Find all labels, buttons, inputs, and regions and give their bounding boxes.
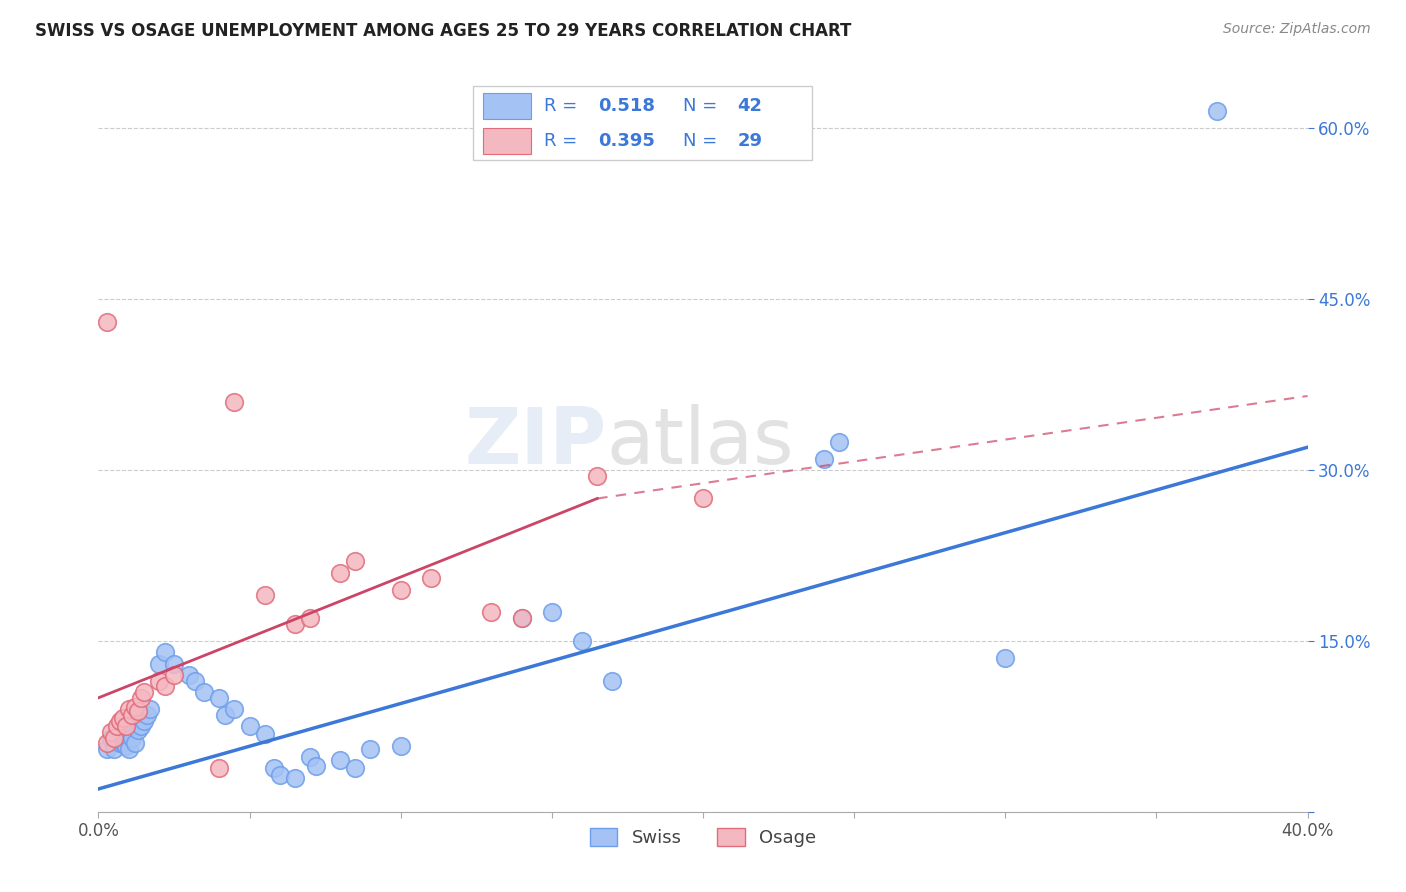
Text: ZIP: ZIP	[464, 403, 606, 480]
Point	[100, 731, 122, 745]
Point	[571, 633, 593, 648]
Point	[121, 731, 143, 745]
Point	[360, 742, 382, 756]
Point	[420, 571, 443, 585]
Point	[510, 611, 533, 625]
Point	[114, 719, 136, 733]
Point	[284, 771, 307, 785]
Point	[214, 707, 236, 722]
Point	[305, 759, 328, 773]
Point	[269, 768, 291, 782]
Point	[344, 554, 367, 568]
Legend: Swiss, Osage: Swiss, Osage	[582, 821, 824, 855]
Point	[344, 761, 367, 775]
Point	[96, 315, 118, 329]
Point	[208, 761, 231, 775]
Point	[329, 754, 352, 768]
Point	[299, 750, 322, 764]
Point	[153, 645, 176, 659]
Point	[103, 731, 125, 745]
Point	[994, 651, 1017, 665]
Point	[96, 736, 118, 750]
Point	[329, 566, 352, 580]
Point	[163, 668, 186, 682]
Point	[602, 673, 624, 688]
Point	[828, 434, 851, 449]
Point	[114, 739, 136, 753]
Point	[253, 588, 276, 602]
Point	[129, 719, 152, 733]
Point	[127, 705, 149, 719]
Point	[105, 719, 128, 733]
Point	[263, 761, 285, 775]
Point	[100, 725, 122, 739]
Text: SWISS VS OSAGE UNEMPLOYMENT AMONG AGES 25 TO 29 YEARS CORRELATION CHART: SWISS VS OSAGE UNEMPLOYMENT AMONG AGES 2…	[35, 22, 852, 40]
Point	[118, 702, 141, 716]
Point	[111, 711, 134, 725]
Point	[239, 719, 262, 733]
Point	[124, 736, 146, 750]
Point	[253, 727, 276, 741]
Point	[184, 673, 207, 688]
Point	[124, 700, 146, 714]
Point	[108, 736, 131, 750]
Point	[586, 468, 609, 483]
Point	[510, 611, 533, 625]
Point	[224, 702, 246, 716]
Point	[105, 725, 128, 739]
Point	[813, 451, 835, 466]
Point	[208, 690, 231, 705]
Point	[153, 680, 176, 694]
Text: atlas: atlas	[606, 403, 794, 480]
Point	[179, 668, 201, 682]
Point	[389, 739, 412, 753]
Point	[389, 582, 412, 597]
Point	[132, 685, 155, 699]
Point	[224, 394, 246, 409]
Text: Source: ZipAtlas.com: Source: ZipAtlas.com	[1223, 22, 1371, 37]
Point	[121, 707, 143, 722]
Point	[127, 723, 149, 737]
Point	[139, 702, 162, 716]
Point	[135, 707, 157, 722]
Point	[481, 606, 503, 620]
Point	[148, 673, 170, 688]
Point	[103, 742, 125, 756]
Point	[148, 657, 170, 671]
Point	[96, 742, 118, 756]
Point	[193, 685, 215, 699]
Point	[1206, 104, 1229, 119]
Point	[108, 714, 131, 728]
Point	[118, 725, 141, 739]
Point	[132, 714, 155, 728]
Point	[284, 616, 307, 631]
Point	[692, 491, 714, 506]
Point	[299, 611, 322, 625]
Point	[118, 742, 141, 756]
Point	[163, 657, 186, 671]
Point	[540, 606, 562, 620]
Point	[129, 690, 152, 705]
Point	[111, 736, 134, 750]
